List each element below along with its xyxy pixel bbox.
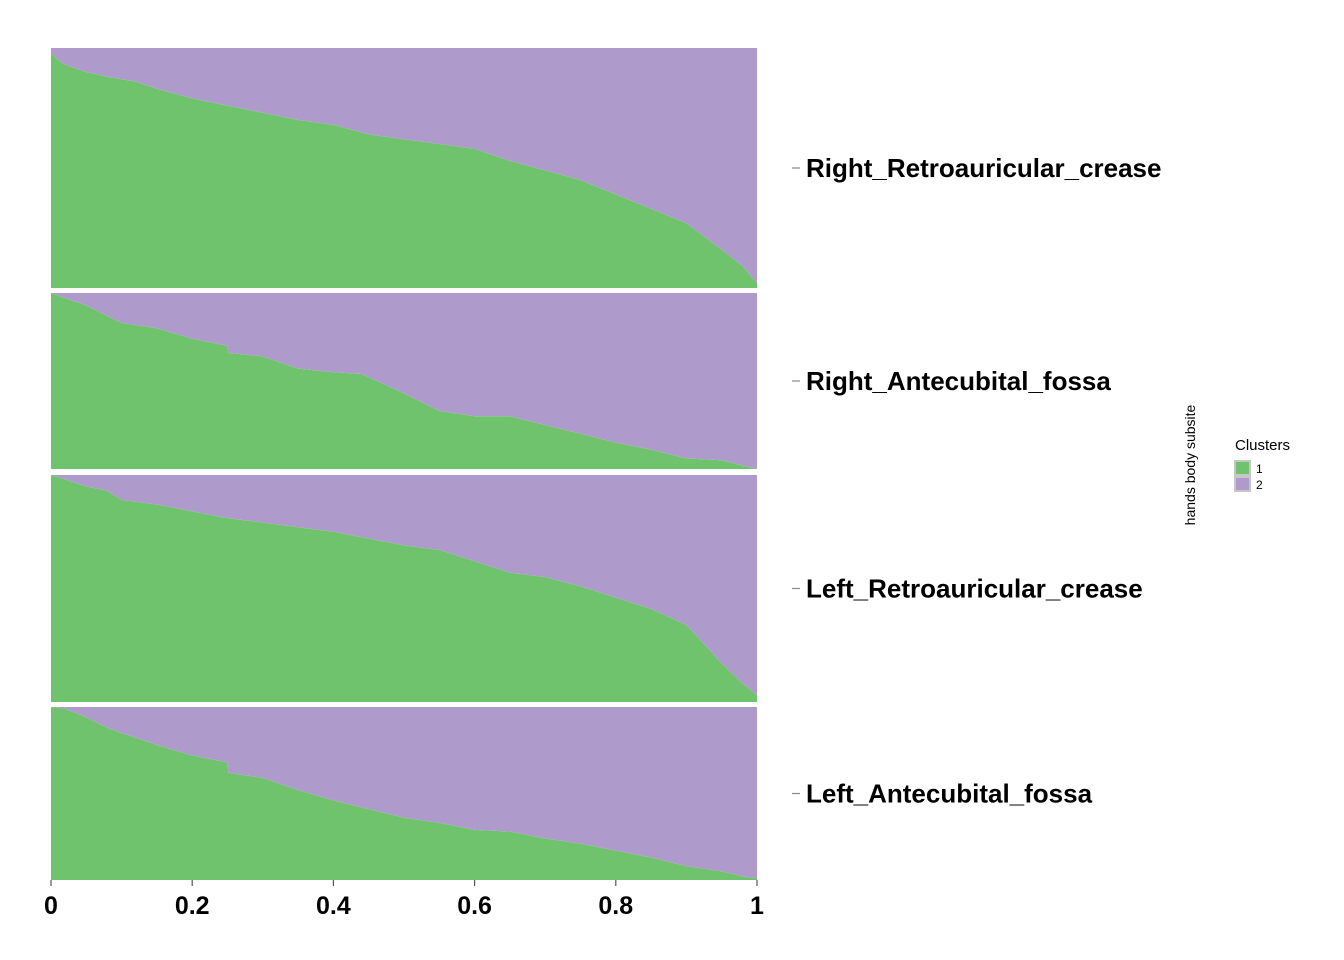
x-tick-label: 0.4	[316, 892, 351, 920]
facet-panel: Right_Antecubital_fossa	[51, 293, 1111, 469]
area-series-cluster-1	[51, 475, 757, 702]
x-axis: 0 0.2 0.4 0.6 0.8 1	[44, 880, 764, 920]
y-axis-title: hands body subsite	[1182, 404, 1198, 525]
legend-swatch	[1234, 460, 1251, 476]
facet-label: Left_Retroauricular_crease	[806, 574, 1143, 604]
legend: Clusters 1 2	[1234, 437, 1290, 492]
facet-panel: Left_Retroauricular_crease	[51, 475, 1143, 702]
legend-title: Clusters	[1235, 437, 1290, 454]
area-series-cluster-2	[51, 707, 757, 879]
area-series-cluster-1	[51, 707, 757, 880]
facet-panel: Left_Antecubital_fossa	[51, 707, 1093, 880]
facet-label: Right_Antecubital_fossa	[806, 366, 1111, 396]
legend-swatch	[1234, 476, 1251, 492]
area-series-cluster-2	[51, 475, 757, 696]
legend-label: 2	[1256, 478, 1263, 492]
x-tick-label: 0	[44, 892, 58, 920]
facet-label: Left_Antecubital_fossa	[806, 779, 1093, 809]
facet-panel: Right_Retroauricular_crease	[51, 48, 1161, 288]
area-series-cluster-1	[51, 293, 757, 469]
x-tick-label: 1	[750, 892, 764, 920]
area-series-cluster-2	[51, 48, 757, 284]
area-series-cluster-2	[51, 293, 757, 469]
facet-panels: Right_Retroauricular_crease Right_Antecub…	[51, 48, 1161, 880]
x-tick-label: 0.6	[457, 892, 492, 920]
legend-label: 1	[1256, 462, 1263, 476]
x-tick-label: 0.8	[598, 892, 633, 920]
facet-label: Right_Retroauricular_crease	[806, 153, 1161, 183]
x-tick-label: 0.2	[175, 892, 210, 920]
area-series-cluster-1	[51, 52, 757, 288]
